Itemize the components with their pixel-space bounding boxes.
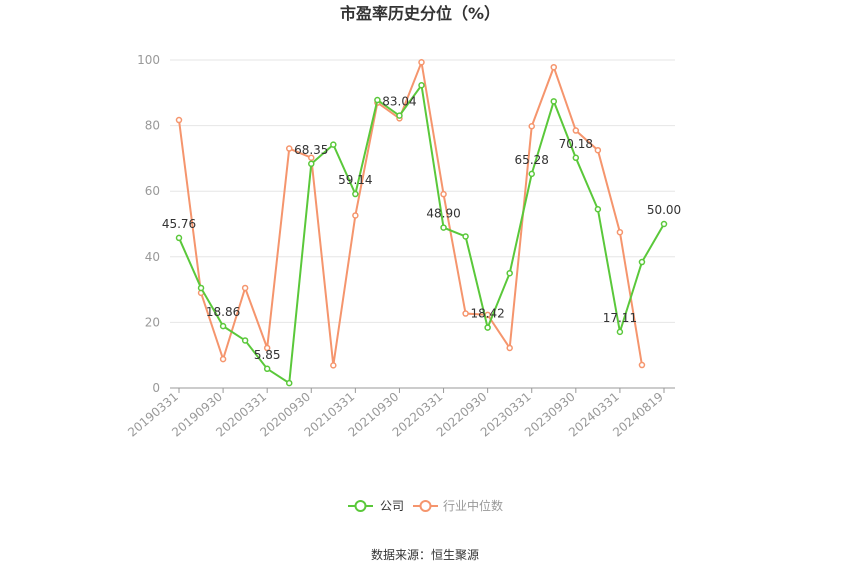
- data-label: 18.86: [206, 305, 240, 319]
- data-point[interactable]: [484, 324, 491, 331]
- data-point[interactable]: [506, 269, 513, 277]
- legend-marker: [354, 500, 367, 512]
- data-point[interactable]: [175, 116, 183, 124]
- data-point[interactable]: [440, 224, 447, 231]
- chart-title: 市盈率历史分位（%）: [340, 4, 500, 23]
- data-label: 68.35: [294, 143, 328, 157]
- y-tick-label: 0: [152, 381, 160, 395]
- data-point[interactable]: [616, 328, 624, 336]
- data-point[interactable]: [572, 154, 580, 162]
- data-point[interactable]: [308, 154, 315, 161]
- data-label: 5.85: [254, 348, 281, 362]
- y-tick-label: 60: [145, 184, 160, 198]
- legend[interactable]: 公司 行业中位数: [348, 498, 503, 513]
- data-point[interactable]: [374, 96, 381, 104]
- legend-item[interactable]: 行业中位数: [413, 498, 503, 513]
- data-point[interactable]: [572, 127, 580, 134]
- y-tick-label: 100: [137, 53, 160, 67]
- data-point[interactable]: [550, 98, 558, 105]
- data-point[interactable]: [241, 284, 249, 292]
- data-point[interactable]: [263, 365, 271, 373]
- data-point[interactable]: [396, 112, 403, 119]
- y-tick-label: 20: [145, 315, 160, 329]
- legend-marker: [419, 500, 432, 512]
- series-line: [178, 58, 643, 366]
- data-point[interactable]: [418, 82, 425, 89]
- series-line: [178, 82, 665, 385]
- legend-label: 公司: [380, 499, 404, 513]
- data-point[interactable]: [660, 220, 668, 228]
- data-point[interactable]: [462, 233, 469, 240]
- legend-item[interactable]: 公司: [348, 499, 404, 513]
- data-point[interactable]: [638, 258, 646, 266]
- data-point[interactable]: [418, 59, 425, 66]
- y-tick-label: 80: [145, 119, 160, 133]
- data-point[interactable]: [528, 170, 535, 178]
- data-point[interactable]: [308, 160, 315, 168]
- data-point[interactable]: [285, 379, 293, 387]
- data-point[interactable]: [594, 205, 602, 213]
- data-label: 17.11: [603, 311, 637, 325]
- data-label: 18.42: [470, 307, 504, 321]
- data-label: 45.76: [162, 217, 196, 231]
- data-point[interactable]: [352, 190, 359, 198]
- source-note: 数据来源：恒生聚源: [371, 547, 479, 562]
- data-point[interactable]: [241, 337, 249, 344]
- data-point[interactable]: [219, 322, 227, 330]
- data-point[interactable]: [330, 362, 337, 369]
- data-point[interactable]: [440, 190, 447, 198]
- data-point[interactable]: [330, 141, 337, 148]
- data-point[interactable]: [594, 146, 602, 154]
- series-layer: [175, 58, 668, 387]
- data-point[interactable]: [263, 344, 271, 352]
- data-label: 83.04: [382, 95, 416, 109]
- data-point[interactable]: [506, 344, 513, 352]
- data-labels: 45.76 18.86 5.85 68.35 59.14 83.04 48.90 18.42 6…: [162, 95, 681, 362]
- data-point[interactable]: [175, 234, 183, 242]
- grid: [170, 59, 675, 323]
- legend-label: 行业中位数: [443, 498, 503, 513]
- data-label: 70.18: [559, 137, 593, 151]
- data-label: 59.14: [338, 173, 372, 187]
- data-point[interactable]: [285, 145, 293, 152]
- data-label: 65.28: [515, 153, 549, 167]
- data-point[interactable]: [219, 355, 227, 363]
- data-label: 48.90: [426, 207, 460, 221]
- data-point[interactable]: [462, 310, 469, 317]
- data-point[interactable]: [352, 212, 359, 219]
- data-label: 50.00: [647, 203, 681, 217]
- y-tick-label: 40: [145, 250, 160, 264]
- data-point[interactable]: [616, 228, 624, 236]
- data-point[interactable]: [550, 63, 558, 71]
- series-company: [175, 82, 668, 387]
- data-point[interactable]: [528, 123, 535, 130]
- data-point[interactable]: [197, 284, 205, 292]
- data-point[interactable]: [638, 361, 646, 369]
- axes: 0204060801002019033120190930202003312020…: [125, 53, 675, 440]
